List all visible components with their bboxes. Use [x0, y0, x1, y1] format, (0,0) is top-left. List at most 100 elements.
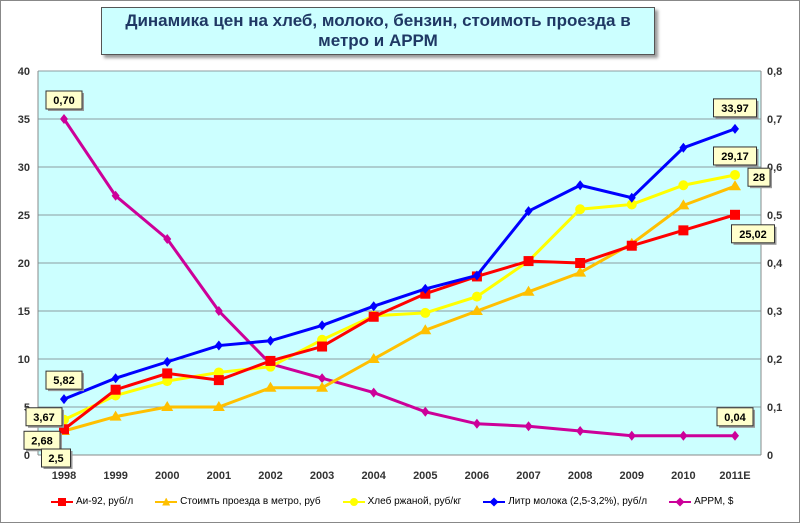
data-label: 2,5: [48, 453, 63, 465]
data-point: [677, 199, 690, 210]
data-point: [317, 341, 328, 352]
data-point: [678, 180, 689, 191]
data-point: [316, 381, 329, 392]
data-point: [471, 291, 482, 302]
data-label-box: [713, 146, 757, 166]
y-left-tick-label: 15: [18, 306, 30, 318]
data-label-box: [45, 370, 83, 390]
y-left-tick-label: 25: [18, 210, 30, 222]
legend-label: Стоимть проезда в метро, руб: [180, 496, 321, 507]
y-left-tick-label: 0: [24, 450, 30, 462]
data-point: [679, 142, 688, 153]
data-label: 29,17: [721, 151, 749, 163]
data-point: [576, 180, 585, 191]
data-point: [730, 169, 740, 180]
data-point: [264, 381, 277, 392]
data-point: [729, 180, 741, 191]
y-left-tick-label: 35: [18, 114, 30, 126]
data-label: 33,97: [721, 103, 749, 115]
series-line: [63, 173, 736, 422]
chart-title: Динамика цен на хлеб, молоко, бензин, ст…: [101, 7, 655, 55]
data-point: [421, 283, 430, 294]
x-tick-label: 2009: [620, 470, 644, 482]
data-point: [522, 285, 535, 296]
data-point: [110, 384, 121, 395]
data-point: [60, 114, 68, 124]
x-tick-label: 2001: [207, 470, 231, 482]
x-tick-label: 2011E: [719, 470, 750, 482]
data-point: [524, 206, 533, 217]
data-point: [678, 225, 689, 236]
data-point: [214, 340, 223, 351]
data-label-box: [716, 407, 754, 427]
data-point: [161, 401, 174, 411]
legend-swatch: [669, 496, 692, 507]
data-point: [59, 424, 69, 435]
data-point: [163, 356, 172, 367]
x-tick-label: 1998: [52, 470, 76, 482]
data-point: [111, 373, 120, 384]
data-point: [575, 204, 586, 215]
data-label: 5,82: [53, 375, 74, 387]
data-point: [109, 410, 122, 421]
legend-label: Аи-92, руб/л: [76, 496, 134, 507]
data-label: 2,68: [31, 435, 52, 447]
data-point: [731, 430, 739, 441]
data-point: [731, 123, 739, 134]
data-point: [111, 190, 120, 201]
data-point: [163, 234, 172, 244]
data-point: [214, 306, 223, 316]
data-label: 0,70: [53, 95, 74, 107]
data-point: [576, 426, 585, 436]
y-left-tick-label: 20: [18, 258, 30, 270]
x-tick-label: 2003: [310, 470, 334, 482]
data-point: [626, 199, 637, 210]
data-point: [162, 368, 173, 379]
data-point: [266, 335, 275, 346]
data-label-box: [747, 167, 771, 187]
series-line: [63, 213, 736, 431]
legend-label: АРРМ, $: [694, 496, 734, 507]
y-right-tick-label: 0,1: [767, 402, 782, 414]
data-label-box: [41, 448, 71, 468]
data-label-box: [45, 90, 83, 110]
data-point: [213, 375, 224, 386]
data-point: [472, 270, 481, 281]
legend-item: Литр молока (2,5-3,2%), руб/л: [483, 496, 647, 507]
data-label: 3,67: [33, 412, 54, 424]
data-point: [730, 209, 740, 220]
x-tick-label: 2007: [516, 470, 540, 482]
data-label-box: [731, 224, 775, 244]
data-point: [523, 256, 534, 267]
legend-label: Литр молока (2,5-3,2%), руб/л: [508, 496, 648, 507]
legend: Аи-92, руб/л Стоимть проезда в метро, руб…: [51, 496, 733, 507]
legend-swatch: [483, 496, 506, 507]
data-point: [318, 373, 327, 384]
data-point: [265, 355, 276, 366]
data-point: [626, 240, 637, 251]
data-point: [369, 301, 378, 312]
legend-swatch: [155, 497, 178, 506]
data-point: [60, 394, 68, 405]
data-label-box: [25, 407, 63, 427]
data-point: [162, 376, 173, 387]
y-right-tick-label: 0,5: [767, 210, 782, 222]
data-label: 28: [753, 172, 765, 184]
data-point: [318, 320, 327, 331]
y-right-tick-label: 0,8: [767, 66, 782, 78]
series-line: [63, 127, 736, 401]
y-left-tick-label: 10: [18, 354, 30, 366]
y-right-tick-label: 0,7: [767, 114, 782, 126]
data-label: 0,04: [724, 412, 746, 424]
data-point: [575, 258, 586, 268]
data-point: [627, 430, 636, 441]
legend-label: Хлеб ржаной, руб/кг: [367, 496, 462, 507]
x-tick-label: 2006: [465, 470, 489, 482]
data-point: [212, 401, 225, 411]
x-tick-label: 2010: [671, 470, 695, 482]
y-left-tick-label: 40: [18, 66, 30, 78]
x-tick-label: 2002: [258, 470, 282, 482]
data-label-box: [713, 98, 757, 118]
data-point: [369, 387, 378, 398]
